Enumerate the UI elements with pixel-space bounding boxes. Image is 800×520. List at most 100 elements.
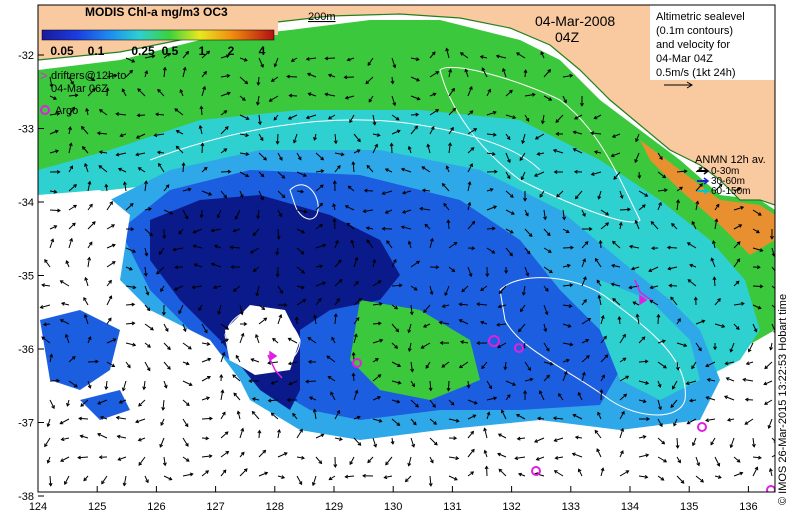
velocity-arrow [217, 209, 222, 218]
velocity-arrow [581, 209, 586, 217]
velocity-arrowhead [691, 442, 696, 447]
velocity-arrow [442, 183, 450, 192]
velocity-arrowhead [627, 207, 631, 212]
velocity-arrow [368, 95, 374, 103]
velocity-arrowhead [229, 245, 234, 250]
velocity-arrowhead [724, 361, 729, 366]
colorbar-tick-label: 0.5 [162, 44, 179, 58]
velocity-arrowhead [346, 57, 351, 62]
velocity-arrowhead [278, 314, 283, 318]
velocity-arrow [47, 418, 51, 427]
velocity-arrow [467, 399, 478, 405]
velocity-arrow [372, 259, 376, 268]
velocity-arrow [68, 127, 71, 135]
velocity-arrow [180, 89, 184, 97]
velocity-arrowhead [225, 326, 230, 330]
velocity-arrow [98, 165, 108, 173]
velocity-arrowhead [108, 295, 113, 300]
velocity-arrow [714, 323, 725, 328]
velocity-arrow [220, 126, 229, 135]
velocity-arrow [459, 319, 469, 325]
velocity-arrow [277, 429, 280, 439]
velocity-arrowhead [160, 422, 164, 426]
velocity-arrowhead [415, 403, 419, 408]
velocity-arrow [68, 76, 74, 85]
velocity-arrow [296, 456, 305, 459]
velocity-arrowhead [191, 285, 196, 290]
velocity-arrow [505, 133, 511, 140]
velocity-arrowhead [451, 87, 455, 92]
velocity-arrowhead [174, 108, 179, 112]
velocity-arrowhead [312, 408, 317, 413]
velocity-arrowhead [87, 336, 92, 341]
velocity-arrow [176, 145, 184, 154]
velocity-arrowhead [259, 137, 264, 142]
velocity-arrow [771, 247, 775, 257]
velocity-arrowhead [509, 194, 514, 198]
velocity-arrowhead [252, 268, 257, 272]
velocity-arrow [239, 152, 249, 155]
velocity-arrowhead [525, 272, 530, 277]
velocity-arrow [125, 303, 135, 306]
velocity-arrow [676, 456, 681, 463]
colorbar-tick-label: 1 [199, 44, 206, 58]
velocity-arrow [618, 316, 621, 325]
velocity-arrow [591, 171, 602, 176]
velocity-arrowhead [367, 459, 371, 464]
velocity-arrowhead [416, 260, 421, 265]
velocity-arrow [250, 247, 260, 254]
velocity-arrowhead [153, 133, 158, 138]
velocity-arrowhead [60, 458, 64, 462]
velocity-arrow [421, 166, 431, 173]
velocity-arrow [68, 204, 77, 211]
velocity-arrow [83, 297, 89, 306]
velocity-arrowhead [320, 433, 325, 438]
velocity-arrow [686, 380, 697, 385]
velocity-arrowhead [192, 229, 197, 234]
velocity-arrowhead [240, 427, 245, 432]
velocity-arrowhead [181, 162, 186, 167]
velocity-arrow [752, 467, 758, 477]
velocity-arrowhead [420, 345, 425, 349]
velocity-arrow [313, 133, 317, 141]
velocity-arrow [670, 296, 678, 306]
velocity-arrowhead [487, 88, 492, 93]
velocity-arrowhead [338, 437, 343, 441]
velocity-arrow [119, 399, 127, 404]
velocity-arrow [496, 55, 507, 59]
velocity-arrowhead [401, 190, 406, 195]
velocity-arrowhead [268, 98, 273, 102]
velocity-arrowhead [632, 301, 637, 305]
velocity-arrowhead [435, 265, 440, 270]
velocity-arrow [239, 95, 246, 101]
velocity-arrow [410, 57, 419, 61]
velocity-arrowhead [357, 442, 362, 446]
velocity-arrow [82, 146, 89, 154]
velocity-arrow [220, 412, 226, 420]
velocity-arrowhead [426, 143, 431, 148]
velocity-arrow [49, 95, 57, 100]
velocity-arrow [277, 314, 282, 325]
velocity-arrowhead [680, 479, 685, 484]
velocity-arrow [97, 132, 108, 135]
velocity-arrowhead [500, 409, 505, 414]
velocity-arrowhead [554, 455, 559, 460]
velocity-arrow [423, 304, 431, 313]
drifter-marker [639, 294, 648, 306]
velocity-arrow [87, 88, 96, 97]
velocity-arrowhead [547, 249, 552, 253]
velocity-arrowhead [72, 222, 76, 227]
velocity-arrow [502, 68, 507, 78]
velocity-arrow [79, 417, 89, 420]
velocity-arrow [213, 285, 222, 289]
velocity-arrowhead [261, 306, 266, 311]
velocity-arrowhead [55, 149, 60, 154]
x-tick-label: 130 [384, 501, 402, 513]
velocity-arrowhead [662, 174, 667, 179]
velocity-arrowhead [81, 146, 86, 150]
velocity-arrow [676, 318, 681, 325]
velocity-arrow [273, 114, 279, 121]
velocity-arrowhead [573, 169, 578, 174]
velocity-arrow [524, 247, 531, 255]
